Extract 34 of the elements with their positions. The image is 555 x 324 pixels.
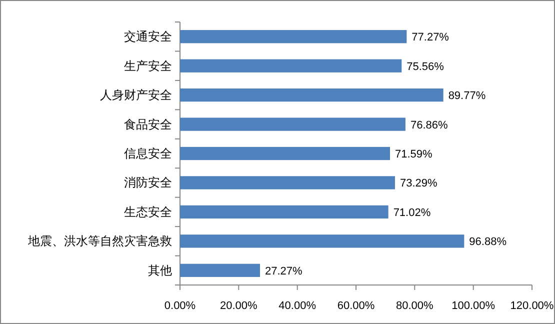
y-tick-label: 交通安全 — [124, 30, 172, 44]
x-tick-label: 100.00% — [452, 300, 496, 312]
bar — [180, 30, 407, 44]
x-tick-label: 0.00% — [164, 300, 196, 312]
data-label: 73.29% — [400, 178, 438, 190]
y-tick-label: 地震、洪水等自然灾害急救 — [27, 234, 172, 248]
data-label: 71.59% — [394, 148, 433, 160]
data-label: 89.77% — [448, 90, 486, 102]
y-tick-label: 消防安全 — [124, 176, 172, 190]
bar — [180, 205, 388, 219]
bar — [180, 176, 395, 190]
y-tick-label: 食品安全 — [124, 117, 172, 132]
y-tick-label: 生态安全 — [124, 204, 172, 219]
y-tick-label: 信息安全 — [124, 146, 172, 160]
bar — [180, 146, 390, 160]
data-label: 71.02% — [393, 206, 431, 219]
data-label: 76.86% — [410, 119, 448, 132]
x-tick-label: 60.00% — [337, 300, 375, 312]
data-label: 96.88% — [469, 236, 507, 248]
y-tick-label: 生产安全 — [124, 58, 172, 73]
bar — [180, 59, 402, 72]
data-label: 77.27% — [412, 32, 450, 44]
x-tick-label: 80.00% — [396, 300, 434, 312]
bar — [180, 234, 464, 248]
y-tick-label: 人身财产安全 — [100, 88, 172, 102]
data-label: 27.27% — [264, 265, 303, 278]
bar — [180, 88, 444, 102]
bar — [180, 264, 260, 277]
x-tick-label: 20.00% — [220, 300, 258, 312]
x-tick-label: 120.00% — [510, 300, 554, 312]
bar — [180, 118, 406, 131]
data-label: 75.56% — [406, 60, 444, 73]
x-tick-label: 40.00% — [278, 300, 316, 312]
y-tick-label: 其他 — [148, 263, 172, 278]
